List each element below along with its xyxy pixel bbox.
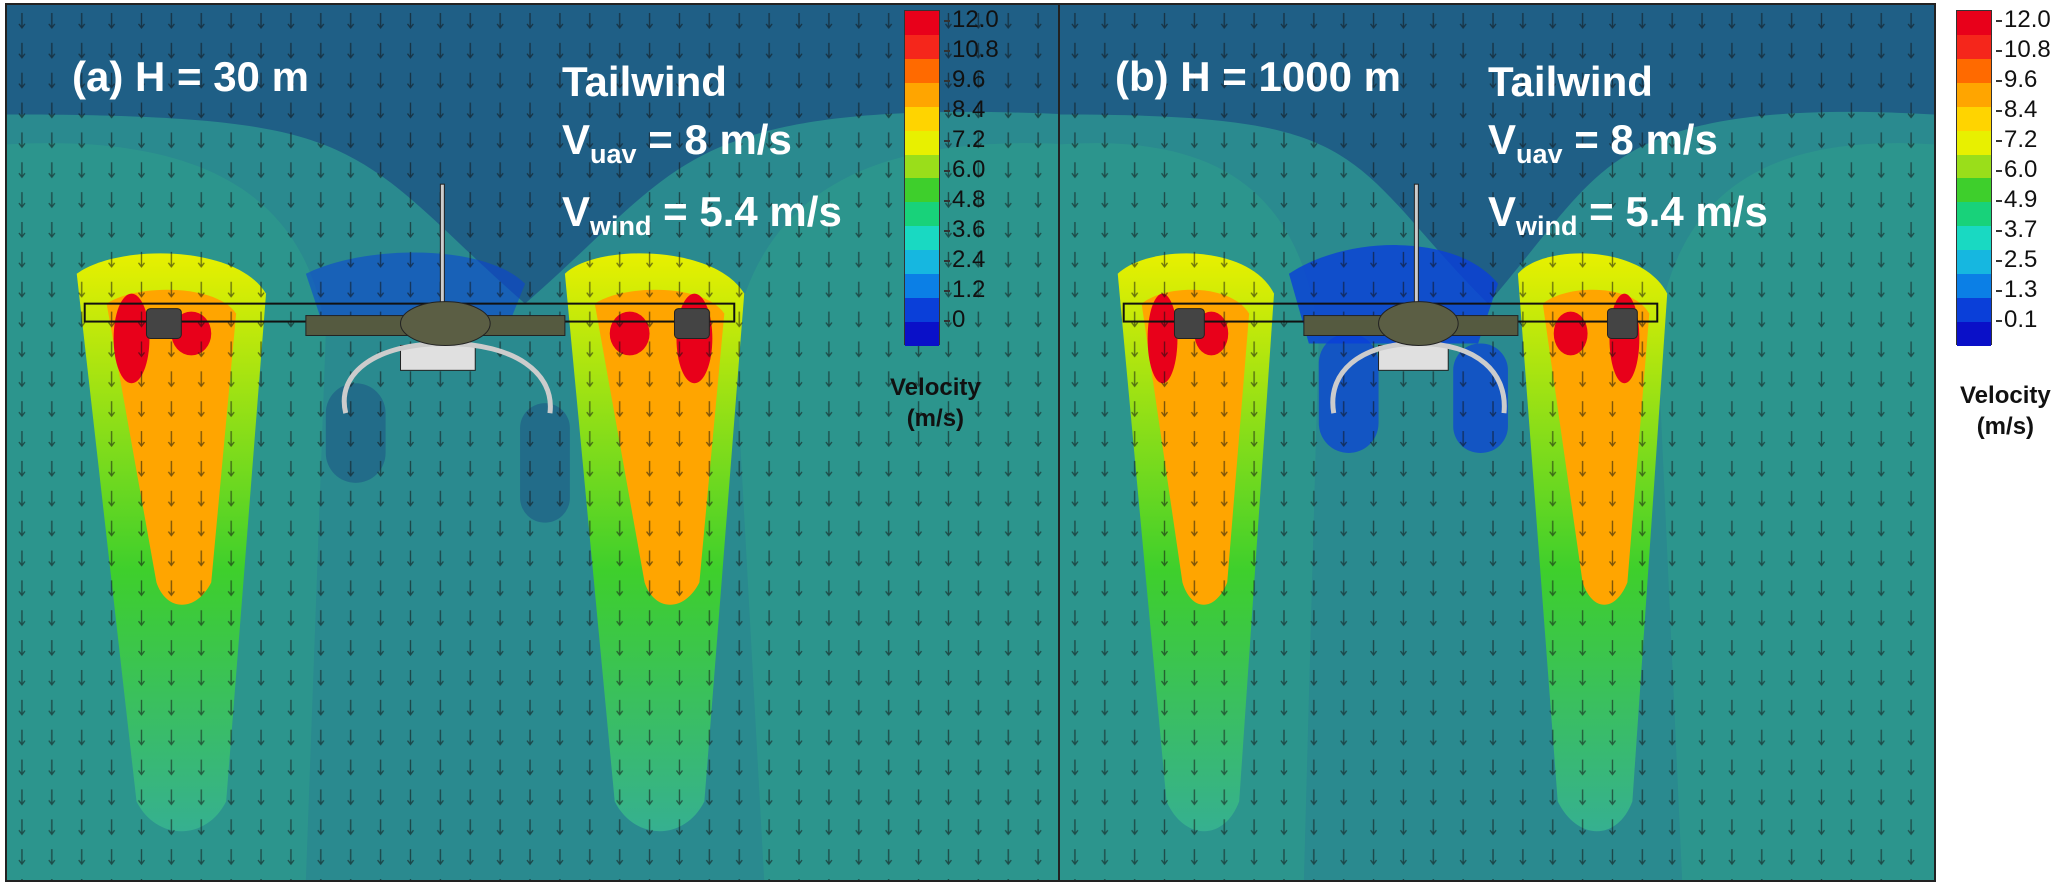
colorbar-band (905, 274, 939, 299)
colorbar-band (905, 82, 939, 107)
colorbar-tick-label: 9.6 (1995, 66, 2038, 93)
colorbar-tick-label: 3.6 (943, 216, 986, 243)
colorbar-tick-label: 6.0 (943, 156, 986, 183)
colorbar-band (1957, 154, 1991, 179)
panel-title: (b) H = 1000 m (1115, 53, 1401, 100)
colorbar-band (1957, 274, 1991, 299)
colorbar-band (1957, 106, 1991, 131)
colorbar-band (1957, 298, 1991, 322)
uav-speed-label: Vuav = 8 m/s (562, 116, 792, 169)
colorbar-tick-label: 4.9 (1995, 186, 2038, 213)
colorbar-band (1957, 82, 1991, 107)
velocity-contour-field (7, 5, 1070, 880)
colorbar-tick-label: 12.0 (944, 6, 999, 33)
colorbar-tick-label: 3.7 (1995, 216, 2038, 243)
uav-speed-label: Vuav = 8 m/s (1488, 116, 1718, 169)
colorbar-band (905, 154, 939, 179)
panel-title: (a) H = 30 m (72, 53, 309, 100)
contour-panel-a: (a) H = 30 m Tailwind Vuav = 8 m/s Vwind… (5, 3, 1072, 882)
colorbar-tick-label: 8.4 (1995, 96, 2038, 123)
colorbar-tick-label: 1.2 (943, 276, 986, 303)
colorbar-band (905, 58, 939, 83)
colorbar-tick-label: 0.1 (1995, 306, 2038, 333)
wind-direction-label: Tailwind (1488, 58, 1653, 105)
contour-panel-b: (b) H = 1000 m Tailwind Vuav = 8 m/s Vwi… (1058, 3, 1936, 882)
colorbar-tick-label: 2.4 (943, 246, 986, 273)
velocity-contour-field (1060, 5, 1934, 880)
colorbar-band (905, 226, 939, 251)
colorbar-band (1957, 34, 1991, 59)
flight-condition: Tailwind Vuav = 8 m/s Vwind = 5.4 m/s (1488, 53, 1768, 255)
colorbar-tick-label: 10.8 (1996, 36, 2051, 63)
colorbar-band (1957, 130, 1991, 155)
colorbar-tick-label: 4.8 (943, 186, 986, 213)
colorbar-band (905, 106, 939, 131)
colorbar-band (905, 202, 939, 227)
colorbar-band (905, 11, 939, 35)
colorbar-band (1957, 250, 1991, 275)
colorbar-band (1957, 321, 1991, 346)
colorbar-tick-label: 12.0 (1996, 6, 2051, 33)
colorbar-tick-label: 7.2 (943, 126, 986, 153)
colorbar-tick-label: 9.6 (943, 66, 986, 93)
colorbar-a (904, 10, 940, 346)
colorbar-band (905, 321, 939, 346)
colorbar-tick-label: 7.2 (1995, 126, 2038, 153)
colorbar-label-a: Velocity (m/s) (890, 374, 981, 432)
colorbar-band (905, 34, 939, 59)
colorbar-band (1957, 226, 1991, 251)
colorbar-tick-label: 6.0 (1995, 156, 2038, 183)
colorbar-band (905, 130, 939, 155)
flight-condition: Tailwind Vuav = 8 m/s Vwind = 5.4 m/s (562, 53, 842, 255)
colorbar-band (905, 298, 939, 322)
colorbar-band (905, 178, 939, 203)
colorbar-tick-label: 2.5 (1995, 246, 2038, 273)
wind-direction-label: Tailwind (562, 58, 727, 105)
colorbar-tick-label: 1.3 (1995, 276, 2038, 303)
colorbar-band (1957, 11, 1991, 35)
colorbar-band (1957, 58, 1991, 83)
colorbar-b (1956, 10, 1992, 346)
colorbar-tick-label: 0 (943, 306, 966, 333)
uav-model (83, 183, 736, 414)
colorbar-band (905, 250, 939, 275)
wind-speed-label: Vwind = 5.4 m/s (1488, 188, 1768, 241)
colorbar-band (1957, 202, 1991, 227)
colorbar-label-b: Velocity (m/s) (1960, 382, 2051, 440)
colorbar-tick-label: 8.4 (943, 96, 986, 123)
colorbar-band (1957, 178, 1991, 203)
colorbar-tick-label: 10.8 (944, 36, 999, 63)
wind-speed-label: Vwind = 5.4 m/s (562, 188, 842, 241)
uav-model (1122, 183, 1659, 414)
